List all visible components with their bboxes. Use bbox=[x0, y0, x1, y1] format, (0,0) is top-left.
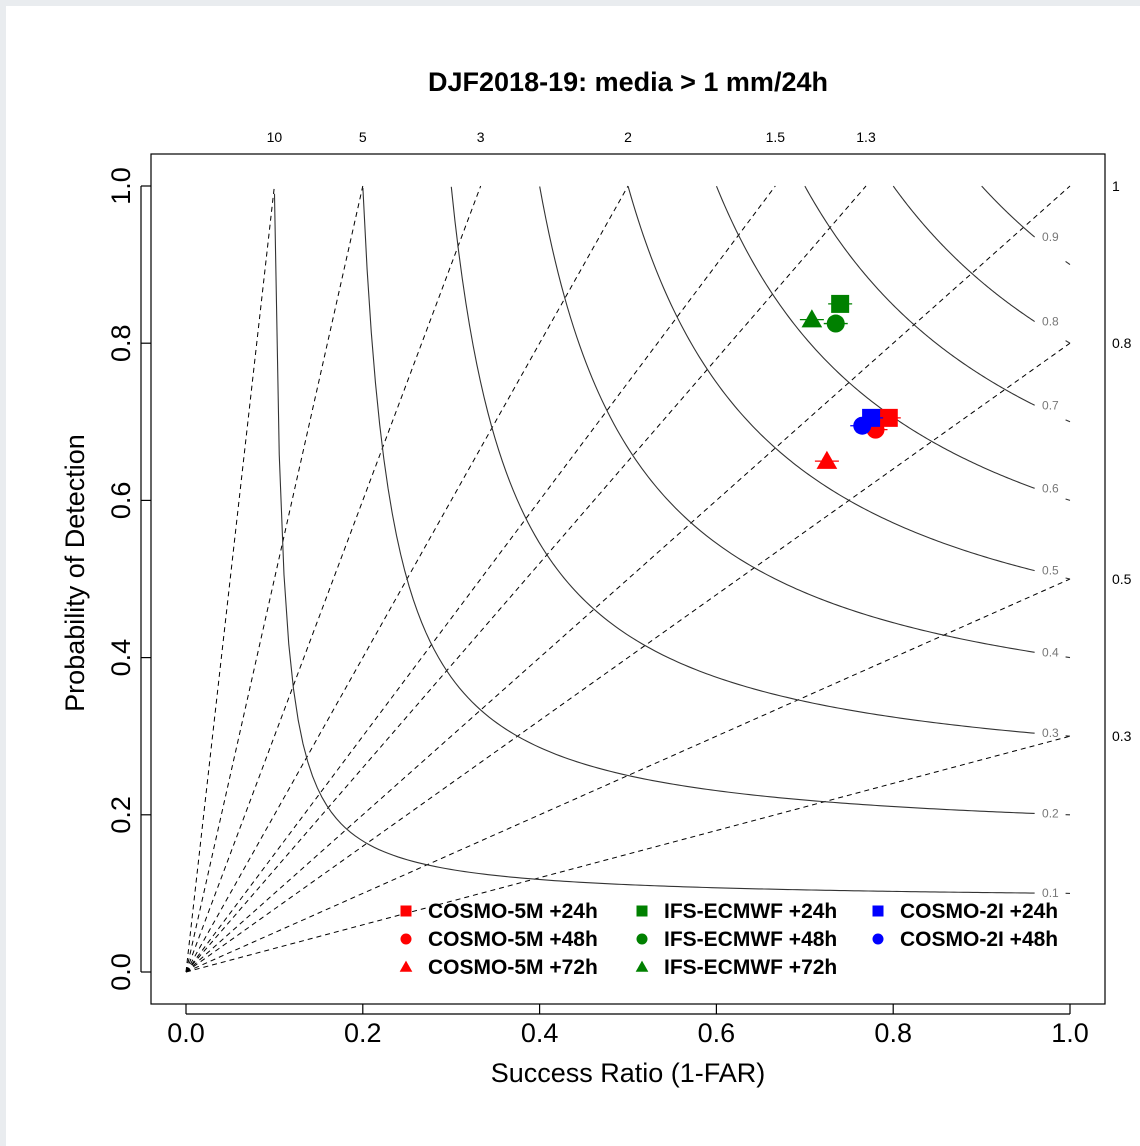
csi-label: 0.9 bbox=[1042, 230, 1059, 244]
y-tick-label: 0.4 bbox=[106, 639, 136, 677]
bias-line bbox=[185, 185, 482, 973]
csi-isoline-tail bbox=[1065, 656, 1071, 659]
bias-labels: 10 5 3 2 1.5 1.3 1 0.8 0.5 0.3 bbox=[267, 129, 1132, 744]
legend-marker bbox=[636, 905, 648, 917]
csi-label: 0.7 bbox=[1042, 398, 1059, 412]
csi-isoline bbox=[804, 185, 1035, 406]
bias-line bbox=[185, 185, 867, 973]
csi-isoline-tail bbox=[1065, 419, 1071, 423]
csi-isoline bbox=[539, 186, 1035, 653]
x-tick-label: 0.4 bbox=[521, 1018, 559, 1048]
legend-label: IFS-ECMWF +48h bbox=[664, 928, 837, 951]
legend-label: COSMO-5M +24h bbox=[428, 900, 598, 923]
csi-isoline-tail bbox=[1065, 577, 1071, 580]
legend-marker bbox=[635, 960, 649, 972]
legend-label: IFS-ECMWF +72h bbox=[664, 956, 837, 979]
plot-box bbox=[150, 153, 1106, 1005]
csi-label: 0.8 bbox=[1042, 315, 1059, 329]
csi-isoline bbox=[362, 187, 1035, 815]
csi-label: 0.4 bbox=[1042, 645, 1059, 659]
legend-label: COSMO-2I +48h bbox=[900, 928, 1058, 951]
csi-isoline bbox=[450, 186, 1035, 734]
csi-label: 0.6 bbox=[1042, 481, 1059, 495]
data-points bbox=[799, 294, 901, 469]
bias-label-top: 10 bbox=[267, 129, 283, 145]
csi-isoline bbox=[715, 186, 1035, 489]
bias-label-right: 0.8 bbox=[1112, 335, 1132, 351]
data-point bbox=[879, 408, 898, 427]
csi-isoline bbox=[627, 186, 1035, 572]
x-axis: 0.0 0.2 0.4 0.6 0.8 1.0 bbox=[167, 1004, 1089, 1048]
csi-isoline bbox=[981, 185, 1035, 238]
bias-line bbox=[185, 185, 776, 973]
bias-lines bbox=[185, 185, 1071, 973]
x-axis-label: Success Ratio (1-FAR) bbox=[491, 1058, 766, 1088]
x-tick-label: 0.8 bbox=[874, 1018, 912, 1048]
x-tick-label: 0.2 bbox=[344, 1018, 382, 1048]
bias-label-top: 3 bbox=[477, 129, 485, 145]
data-point bbox=[853, 416, 872, 435]
csi-isoline-tail bbox=[1065, 498, 1071, 501]
legend-marker bbox=[872, 905, 884, 917]
chart-title: DJF2018-19: media > 1 mm/24h bbox=[428, 67, 828, 97]
y-tick-label: 0.0 bbox=[106, 953, 136, 991]
y-axis: 0.0 0.2 0.4 0.6 0.8 1.0 bbox=[106, 167, 151, 991]
legend-label: COSMO-5M +72h bbox=[428, 956, 598, 979]
y-axis-label: Probability of Detection bbox=[60, 434, 90, 712]
bias-label-top: 5 bbox=[359, 129, 367, 145]
legend-marker bbox=[400, 905, 412, 917]
csi-label: 0.1 bbox=[1042, 886, 1059, 900]
performance-diagram: DJF2018-19: media > 1 mm/24h 0.10.20.30.… bbox=[60, 67, 1132, 1088]
data-point bbox=[816, 450, 838, 469]
csi-isoline bbox=[273, 193, 1035, 894]
csi-label: 0.5 bbox=[1042, 564, 1059, 578]
legend-marker bbox=[636, 933, 648, 945]
y-tick-label: 0.2 bbox=[106, 796, 136, 834]
legend-label: COSMO-5M +48h bbox=[428, 928, 598, 951]
data-point bbox=[801, 309, 823, 328]
legend-marker bbox=[399, 960, 413, 972]
bias-label-right: 0.5 bbox=[1112, 571, 1132, 587]
csi-label: 0.3 bbox=[1042, 726, 1059, 740]
x-tick-label: 0.0 bbox=[167, 1018, 205, 1048]
legend-label: COSMO-2I +24h bbox=[900, 900, 1058, 923]
data-point bbox=[831, 294, 850, 313]
y-tick-label: 1.0 bbox=[106, 167, 136, 205]
csi-label: 0.2 bbox=[1042, 806, 1059, 820]
bias-line bbox=[185, 342, 1071, 973]
y-tick-label: 0.6 bbox=[106, 482, 136, 520]
legend-marker bbox=[400, 933, 412, 945]
legend-label: IFS-ECMWF +24h bbox=[664, 900, 837, 923]
data-point bbox=[826, 314, 845, 333]
bias-label-top: 1.5 bbox=[766, 129, 786, 145]
bias-line bbox=[185, 185, 1071, 973]
legend-marker bbox=[872, 933, 884, 945]
bias-label-top: 2 bbox=[624, 129, 632, 145]
legend: COSMO-5M +24h COSMO-5M +48h COSMO-5M +72h I… bbox=[399, 900, 1058, 979]
bias-line bbox=[185, 185, 275, 973]
csi-isoline bbox=[892, 185, 1035, 322]
bias-label-top: 1.3 bbox=[856, 129, 876, 145]
y-tick-label: 0.8 bbox=[106, 324, 136, 362]
x-tick-label: 0.6 bbox=[698, 1018, 736, 1048]
bias-label-right: 0.3 bbox=[1112, 728, 1132, 744]
x-tick-label: 1.0 bbox=[1051, 1018, 1089, 1048]
csi-isoline-tail bbox=[1065, 260, 1071, 266]
csi-isolines: 0.1 0.2 0.3 0.4 0.5 0.6 0.7 0.8 0.9 bbox=[273, 185, 1071, 900]
csi-isoline-tail bbox=[1065, 340, 1071, 344]
bias-label-right: 1 bbox=[1112, 178, 1120, 194]
chart-frame: DJF2018-19: media > 1 mm/24h 0.1 0.2 0.3 0.… bbox=[6, 6, 1140, 1146]
